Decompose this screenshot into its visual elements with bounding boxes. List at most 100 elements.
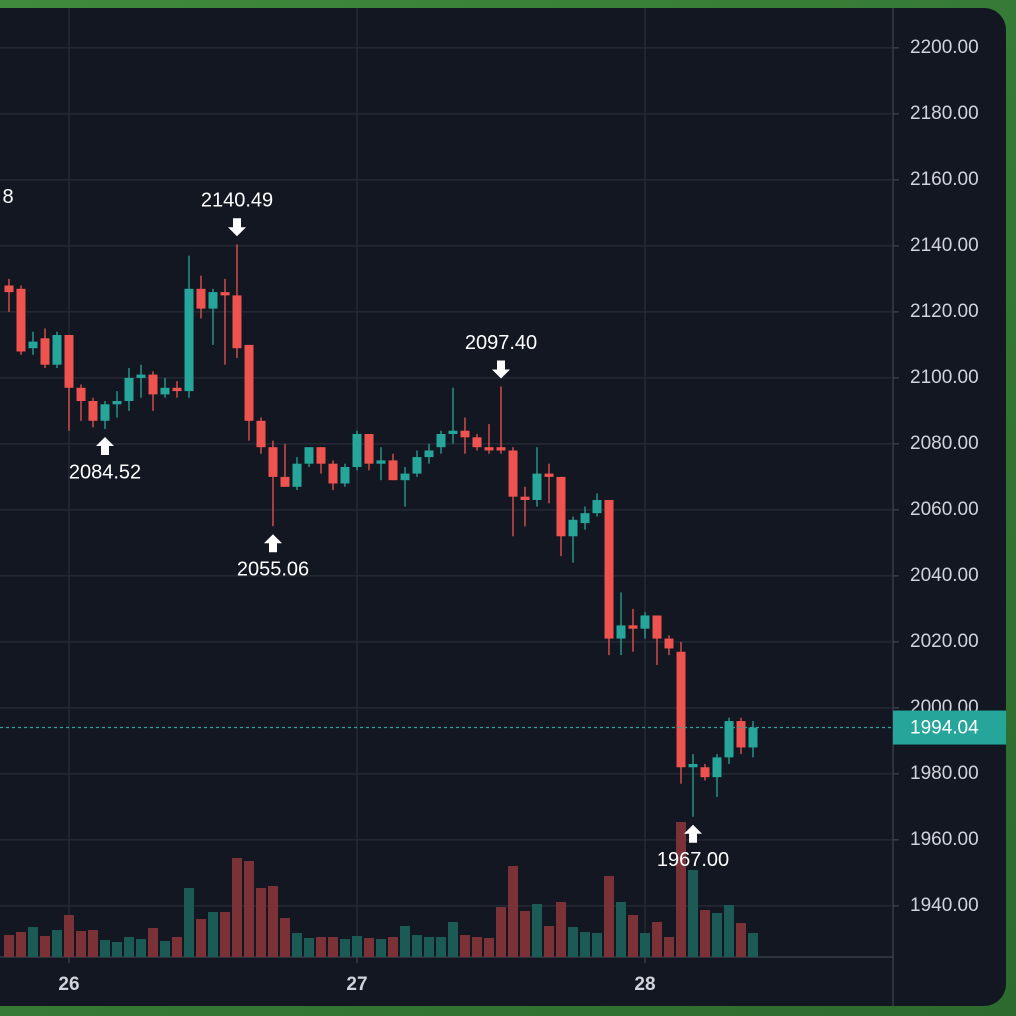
last-price-label: 1994.04 <box>910 718 979 739</box>
volume-bar <box>712 913 723 957</box>
arrow-up <box>684 824 703 843</box>
candle-body <box>412 457 422 474</box>
volume-bar <box>460 935 471 957</box>
volume-bar <box>519 911 530 957</box>
candle-body <box>328 463 338 484</box>
volume-bar <box>735 923 746 957</box>
volume-bar <box>28 927 39 957</box>
volume-bar <box>267 886 278 957</box>
candle-body <box>604 499 614 639</box>
candle-body <box>160 387 170 395</box>
y-tick-label: 1940.00 <box>910 895 979 916</box>
candle-body <box>712 757 722 778</box>
candle-body <box>124 377 134 401</box>
volume-bar <box>15 932 26 957</box>
y-tick-label: 2160.00 <box>910 169 979 190</box>
volume-bar <box>303 938 314 957</box>
candle-body <box>592 499 602 514</box>
volume-bar <box>4 935 15 957</box>
volume-bar <box>676 822 687 957</box>
candle-body <box>220 292 230 296</box>
volume-bar <box>544 926 555 957</box>
annotation-label: 2140.49 <box>201 190 273 212</box>
candle-body <box>76 387 86 401</box>
volume-bar <box>748 933 759 957</box>
volume-bar <box>184 888 195 957</box>
y-tick-label: 2140.00 <box>910 235 979 256</box>
candle-body <box>244 344 254 421</box>
candle-body <box>724 721 734 758</box>
candle-body <box>568 519 578 537</box>
candle-body <box>64 335 74 388</box>
volume-bar <box>100 940 111 957</box>
candle-body <box>628 625 638 629</box>
candle-body <box>208 292 218 309</box>
candle-body <box>472 437 482 448</box>
candle-body <box>340 466 350 484</box>
candle-body <box>544 473 554 477</box>
volume-bar <box>555 902 566 957</box>
volume-bar <box>616 902 627 957</box>
x-tick-label: 26 <box>58 974 79 995</box>
candle-body <box>316 447 326 464</box>
annotation-label: 2055.06 <box>237 558 309 580</box>
candle-body <box>136 374 146 378</box>
y-tick-label: 1980.00 <box>910 763 979 784</box>
candle-body <box>652 615 662 639</box>
volume-bar <box>256 888 267 957</box>
volume-bar <box>388 937 399 957</box>
candle-body <box>688 763 698 768</box>
volume-bar <box>447 922 458 957</box>
arrow-up <box>96 436 115 455</box>
annotation-label: 2084.52 <box>69 461 141 483</box>
volume-bar <box>724 905 735 957</box>
volume-bar <box>328 937 339 957</box>
candle-body <box>172 387 182 392</box>
y-tick-label: 2020.00 <box>910 631 979 652</box>
volume-bar <box>424 937 435 957</box>
annotation-label: 2097.40 <box>465 332 537 354</box>
candle-body <box>436 433 446 448</box>
candle-body <box>700 767 710 778</box>
candle-body <box>232 295 242 349</box>
volume-bar <box>159 941 170 957</box>
candle-body <box>616 625 626 639</box>
volume-bar <box>472 937 483 957</box>
volume-bar <box>87 930 98 957</box>
candle-body <box>376 460 386 464</box>
candle-body <box>28 341 38 349</box>
volume-bar <box>136 939 147 957</box>
candle-body <box>556 476 566 537</box>
candle-body <box>664 638 674 649</box>
candle-body <box>40 338 50 365</box>
candle-body <box>100 404 110 421</box>
annotation-label: 1967.00 <box>657 849 729 871</box>
volume-bar <box>220 912 231 957</box>
y-tick-label: 2060.00 <box>910 499 979 520</box>
candle-body <box>532 473 542 500</box>
volume-bar <box>148 928 159 957</box>
candle-body <box>484 447 494 451</box>
y-tick-label: 2040.00 <box>910 565 979 586</box>
candle-body <box>148 374 158 395</box>
arrow-up <box>263 534 282 553</box>
candle-body <box>640 615 650 629</box>
volume-bar <box>532 904 543 957</box>
x-tick-label: 28 <box>634 974 655 995</box>
volume-bar <box>76 931 87 957</box>
arrow-down <box>492 360 511 379</box>
y-tick-label: 2100.00 <box>910 367 979 388</box>
candle-body <box>280 476 290 487</box>
candle-body <box>748 727 758 748</box>
volume-bar <box>508 866 519 957</box>
candle-body <box>352 433 362 467</box>
volume-bar <box>591 933 602 957</box>
volume-bar <box>364 938 375 957</box>
candle-body <box>460 430 470 438</box>
arrow-down <box>227 218 246 237</box>
volume-bar <box>483 938 494 957</box>
volume-bar <box>640 933 651 957</box>
volume-bar <box>244 861 255 957</box>
candle-body <box>508 450 518 497</box>
